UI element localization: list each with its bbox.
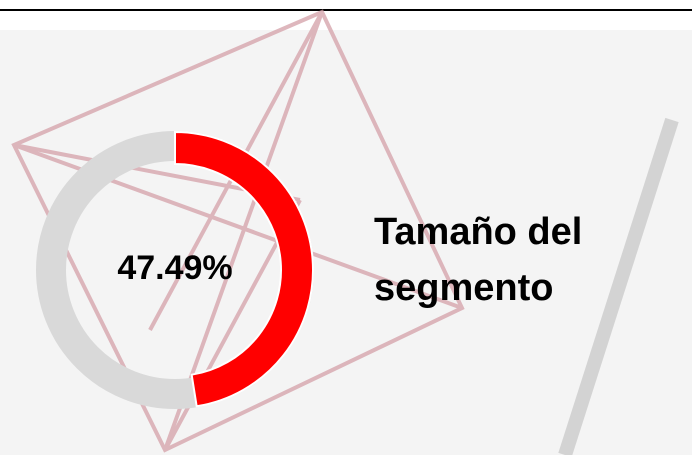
chart-title: Tamaño del segmento xyxy=(374,211,583,309)
value-label: 47.49% xyxy=(117,249,232,287)
donut xyxy=(36,130,314,409)
donut-segment xyxy=(174,130,314,408)
deco-stripe xyxy=(558,117,679,455)
